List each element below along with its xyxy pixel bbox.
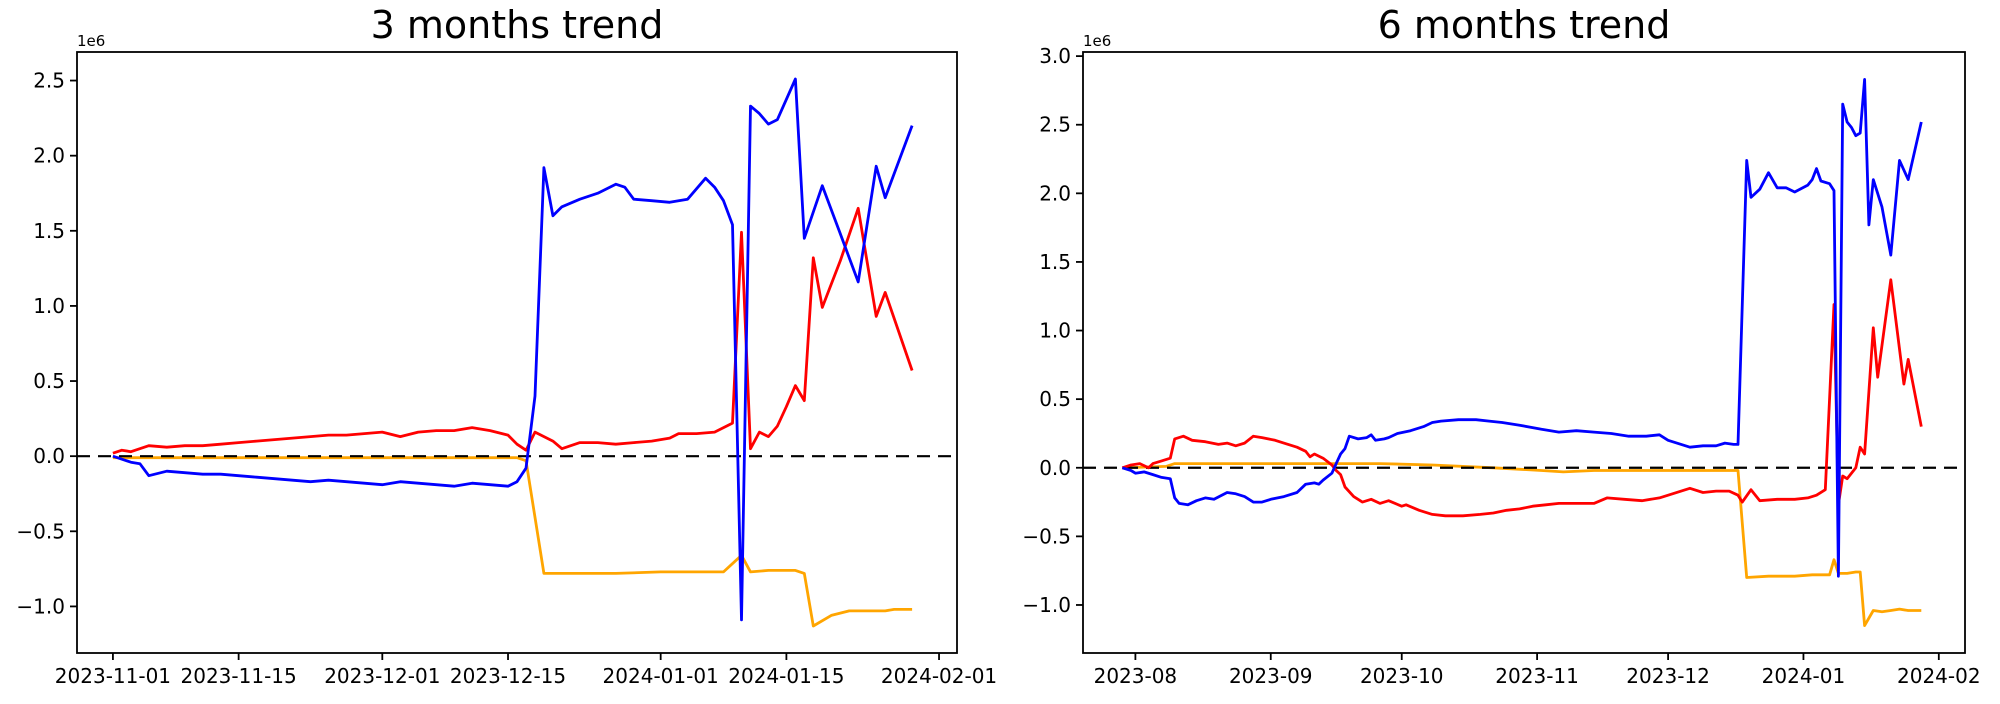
y-tick-label: 1.0 [33, 294, 65, 318]
y-tick-label: 0.0 [33, 444, 65, 468]
chart-6-months-trend: 2023-08 2023-09 2023-10 2023-11 2023-12 2024-… [1022, 44, 1980, 688]
x-tick-label: 2023-09 [1229, 664, 1313, 688]
y-tick-label: 2.0 [33, 144, 65, 168]
chart-3-months-trend: 2023-11-01 2023-11-15 2023-12-01 2023-12-15… [16, 51, 997, 688]
y-tick-label: 3.0 [1039, 44, 1071, 68]
y-tick-label: 2.5 [33, 69, 65, 93]
x-tick-label: 2023-08 [1094, 664, 1178, 688]
x-tick-label: 2023-12-01 [324, 664, 440, 688]
x-tick-label: 2023-11-15 [181, 664, 297, 688]
x-tick-label: 2024-02 [1897, 664, 1981, 688]
y-tick-label: 0.5 [1039, 387, 1071, 411]
y-tick-label: 1.0 [1039, 319, 1071, 343]
y-tick-label: 0.0 [1039, 456, 1071, 480]
orange-series [112, 456, 913, 628]
x-tick-label: 2023-10 [1360, 664, 1444, 688]
y-tick-label: 1.5 [1039, 250, 1071, 274]
y-axis-offset-label-right: 1e6 [1083, 32, 1111, 50]
x-tick-label: 2023-12-15 [450, 664, 566, 688]
x-tick-label: 2023-12 [1626, 664, 1710, 688]
y-axis-offset-label-left: 1e6 [77, 32, 105, 50]
chart-title-6-months: 6 months trend [1378, 3, 1671, 47]
y-tick-label: 1.5 [33, 219, 65, 243]
x-tick-label: 2023-11 [1495, 664, 1579, 688]
red-series [1121, 278, 1923, 518]
red-series [112, 206, 914, 455]
blue-series [112, 77, 914, 622]
y-tick-label: −1.0 [16, 594, 65, 618]
axes-frame [1082, 51, 1966, 654]
x-tick-label: 2024-01-15 [728, 664, 844, 688]
x-tick-label: 2024-02-01 [881, 664, 997, 688]
y-tick-label: 2.5 [1039, 113, 1071, 137]
orange-series [1122, 462, 1922, 627]
y-tick-label: −1.0 [1022, 593, 1071, 617]
y-tick-label: −0.5 [16, 519, 65, 543]
y-tick-label: 2.0 [1039, 181, 1071, 205]
axes-frame [76, 51, 958, 654]
x-tick-label: 2024-01-01 [603, 664, 719, 688]
y-tick-label: 0.5 [33, 369, 65, 393]
chart-title-3-months: 3 months trend [371, 3, 664, 47]
x-tick-label: 2023-11-01 [55, 664, 171, 688]
blue-series [1121, 78, 1923, 578]
y-tick-label: −0.5 [1022, 524, 1071, 548]
x-tick-label: 2024-01 [1762, 664, 1846, 688]
